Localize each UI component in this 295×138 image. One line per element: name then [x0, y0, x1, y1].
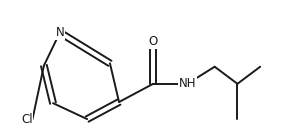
Text: NH: NH — [178, 77, 196, 90]
Text: N: N — [55, 26, 64, 39]
Text: Cl: Cl — [21, 113, 32, 126]
Text: O: O — [149, 35, 158, 48]
